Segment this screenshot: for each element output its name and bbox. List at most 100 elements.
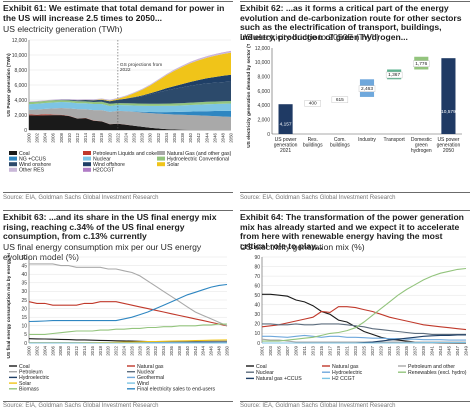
exhibit-61-legend-swatch bbox=[9, 151, 17, 155]
exhibit-61-legend-swatch bbox=[157, 162, 165, 167]
exhibit-62-category-label: Res. bbox=[308, 137, 318, 143]
exhibit-64-legend-label: Coal bbox=[256, 364, 267, 370]
exhibit-62-y-tick-label: 8,000 bbox=[257, 74, 270, 80]
exhibit-63-x-tick-label: 2046 bbox=[209, 345, 214, 355]
exhibit-61-x-tick-label: 2030 bbox=[148, 132, 153, 142]
exhibit-62-category-label: generation bbox=[437, 143, 461, 149]
exhibit-63-y-tick-label: 50 bbox=[21, 255, 27, 261]
exhibit-63-subtitle: US final energy consumption mix per our … bbox=[3, 242, 202, 262]
exhibit-61-x-tick-label: 2048 bbox=[220, 132, 225, 142]
exhibit-63-line-final-electricity-sales-to-end-users bbox=[28, 283, 228, 323]
exhibit-63-x-tick-label: 2016 bbox=[90, 345, 95, 355]
exhibit-62-title: Exhibit 62: ...as it forms a critical pa… bbox=[240, 3, 462, 42]
exhibit-62-data-label: 1,776 bbox=[415, 61, 427, 67]
exhibit-61-x-tick-label: 2018 bbox=[99, 132, 104, 142]
exhibit-64-x-tick-label: 2031 bbox=[387, 345, 392, 355]
exhibit-63-x-tick-label: 2042 bbox=[193, 345, 198, 355]
exhibit-64-legend-label: Hydroelectric bbox=[332, 370, 363, 376]
exhibit-61-y-tick-label: 6,000 bbox=[14, 83, 27, 89]
exhibit-63-x-tick-label: 2014 bbox=[82, 345, 87, 355]
exhibit-61-legend-label: Nuclear bbox=[93, 156, 111, 162]
exhibit-61-x-tick-label: 2038 bbox=[180, 132, 185, 142]
exhibit-64-y-tick-label: 50 bbox=[254, 293, 260, 299]
exhibit-61-x-tick-label: 2002 bbox=[35, 132, 40, 142]
exhibit-64-x-tick-label: 2011 bbox=[302, 345, 307, 355]
exhibit-64-x-tick-label: 2027 bbox=[370, 345, 375, 355]
exhibit-64-line-h2-ccgt bbox=[262, 341, 466, 344]
exhibit-61-legend-swatch bbox=[83, 151, 91, 155]
exhibit-64-x-tick-label: 2029 bbox=[379, 345, 384, 355]
exhibit-64-x-tick-label: 2033 bbox=[396, 345, 401, 355]
exhibit-62-category-label: Domestic bbox=[411, 137, 432, 143]
exhibit-63-title: Exhibit 63: ...and its share in the US f… bbox=[3, 212, 217, 242]
exhibit-63-x-tick-label: 2026 bbox=[129, 345, 134, 355]
exhibit-61-legend-swatch bbox=[9, 156, 17, 161]
exhibit-64-x-tick-label: 2037 bbox=[413, 345, 418, 355]
exhibit-63-x-tick-label: 2034 bbox=[161, 345, 166, 355]
exhibit-62-data-label: 2,463 bbox=[361, 86, 373, 92]
exhibit-63-legend-label: Natural gas bbox=[137, 364, 164, 370]
exhibit-64-x-tick-label: 2023 bbox=[353, 345, 358, 355]
exhibit-64-x-tick-label: 2047 bbox=[455, 345, 460, 355]
exhibit-63-legend-label: Wind bbox=[137, 381, 149, 387]
exhibit-61-y-tick-label: 4,000 bbox=[14, 98, 27, 104]
exhibit-61-x-tick-label: 2028 bbox=[140, 132, 145, 142]
exhibit-61-x-tick-label: 2034 bbox=[164, 132, 169, 142]
exhibit-63-legend-label: Solar bbox=[19, 381, 31, 387]
exhibit-62-category-label: US power bbox=[437, 137, 459, 143]
exhibit-64-legend-label: H2 CCGT bbox=[332, 376, 356, 382]
exhibit-64-x-tick-label: 2013 bbox=[311, 345, 316, 355]
exhibit-61-legend-label: Hydroelectric Conventional bbox=[167, 156, 229, 162]
exhibit-63-x-tick-label: 2006 bbox=[50, 345, 55, 355]
exhibit-64-y-tick-label: 0 bbox=[257, 341, 260, 347]
exhibit-62-data-label-box bbox=[331, 96, 349, 103]
exhibit-64-line-renewables-excl-hydro- bbox=[262, 267, 467, 342]
exhibit-61-subtitle: US electricity generation (TWh) bbox=[3, 24, 123, 34]
exhibit-62-panel: Exhibit 62: ...as it forms a critical pa… bbox=[240, 0, 474, 206]
exhibit-64-x-tick-label: 2025 bbox=[362, 345, 367, 355]
exhibit-61-legend-swatch bbox=[9, 162, 17, 167]
exhibit-61-legend-label: Natural Gas (and other gas) bbox=[167, 151, 232, 157]
exhibit-61-x-tick-label: 2000 bbox=[27, 132, 32, 142]
exhibit-63-x-tick-label: 2032 bbox=[153, 345, 158, 355]
exhibit-64-legend-label: Nuclear bbox=[256, 370, 274, 376]
exhibit-64-line-hydroelectric bbox=[262, 334, 466, 341]
exhibit-63-legend-label: Biomass bbox=[19, 387, 39, 393]
exhibit-64-y-tick-label: 10 bbox=[254, 331, 260, 337]
exhibit-61-x-tick-label: 2040 bbox=[188, 132, 193, 142]
exhibit-62-data-label: 400 bbox=[309, 101, 317, 107]
exhibit-63-source: Source: EIA, Goldman Sachs Global Invest… bbox=[3, 403, 159, 409]
exhibit-64-legend-label: Natural gas +CCUS bbox=[256, 376, 302, 382]
exhibit-62-category-label: green bbox=[415, 143, 428, 149]
exhibit-63-x-tick-label: 2002 bbox=[34, 345, 39, 355]
exhibit-62-y-tick-label: 0 bbox=[267, 132, 270, 138]
exhibit-62-data-label-box bbox=[413, 60, 430, 67]
exhibit-62-category-label: buildings bbox=[303, 143, 323, 149]
exhibit-61-legend-label: Wind onshore bbox=[19, 162, 51, 168]
exhibit-61-legend-swatch bbox=[157, 156, 165, 161]
exhibit-61-legend-label: Other RES bbox=[19, 168, 45, 174]
exhibit-64-y-tick-label: 20 bbox=[254, 322, 260, 328]
exhibit-64-title: Exhibit 64: The transformation of the po… bbox=[240, 212, 464, 251]
exhibit-62-data-label: 4,157 bbox=[280, 122, 292, 128]
exhibit-61-x-tick-label: 2012 bbox=[75, 132, 80, 142]
exhibit-63-x-tick-label: 2024 bbox=[122, 345, 127, 355]
exhibit-63-x-tick-label: 2010 bbox=[66, 345, 71, 355]
exhibit-61-area-other-res bbox=[29, 51, 231, 102]
exhibit-61-area-natural-gas-and-other-gas- bbox=[29, 108, 231, 130]
exhibit-62-bar bbox=[278, 104, 293, 134]
exhibit-61-x-tick-label: 2006 bbox=[51, 132, 56, 142]
exhibit-63-x-tick-label: 2040 bbox=[185, 345, 190, 355]
exhibit-61-y-tick-label: 2,000 bbox=[14, 113, 27, 119]
exhibit-61-legend-label: Wind offshore bbox=[93, 162, 125, 168]
exhibit-63-y-tick-label: 35 bbox=[21, 281, 27, 287]
exhibit-61-y-axis-label: US Power generation (TWh) bbox=[6, 53, 12, 117]
exhibit-64-x-tick-label: 2035 bbox=[404, 345, 409, 355]
exhibit-63-legend-label: Final electricity sales to end-users bbox=[137, 387, 216, 393]
exhibit-61-projection-annotation: GS projections from bbox=[120, 62, 162, 68]
exhibit-62-category-label: US power bbox=[275, 137, 297, 143]
exhibit-64-x-tick-label: 2041 bbox=[430, 345, 435, 355]
exhibit-64-y-tick-label: 30 bbox=[254, 312, 260, 318]
exhibit-62-y-tick-label: 2,000 bbox=[257, 117, 270, 123]
